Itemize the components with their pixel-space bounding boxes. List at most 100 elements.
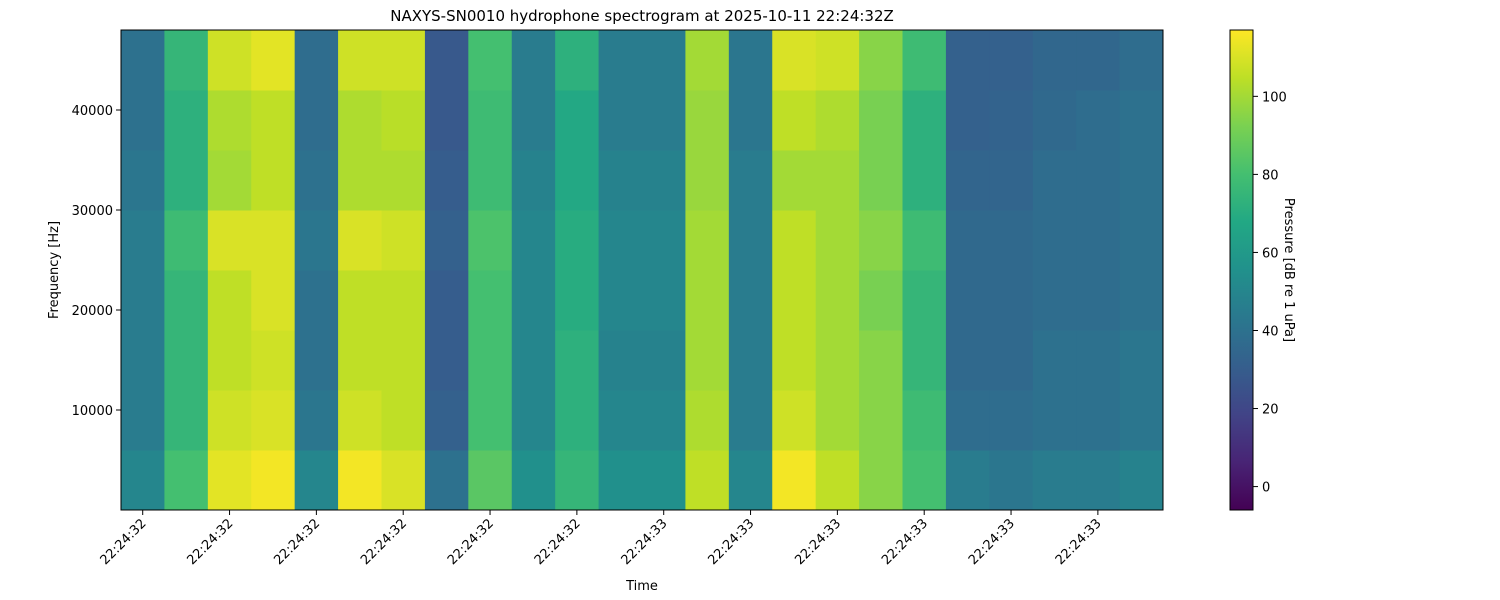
heatmap-cell xyxy=(685,150,730,211)
heatmap-cell xyxy=(1032,210,1077,271)
heatmap-cell xyxy=(338,210,382,271)
heatmap-cell xyxy=(902,210,947,271)
heatmap-cell xyxy=(251,210,296,271)
heatmap-cell xyxy=(815,90,860,151)
heatmap-cell xyxy=(1119,330,1164,391)
heatmap-cell xyxy=(468,30,513,91)
heatmap-cell xyxy=(294,450,339,511)
heatmap-cell xyxy=(511,450,556,511)
heatmap-cell xyxy=(511,90,556,151)
heatmap-cell xyxy=(424,150,469,211)
heatmap-cell xyxy=(511,330,556,391)
heatmap-cell xyxy=(1032,330,1077,391)
y-tick-label: 40000 xyxy=(72,104,113,119)
heatmap-cell xyxy=(989,90,1034,151)
heatmap-cell xyxy=(424,390,469,451)
heatmap-cell xyxy=(989,150,1034,211)
heatmap-cell xyxy=(685,30,730,91)
heatmap-cell xyxy=(121,270,165,331)
colorbar-tick-label: 0 xyxy=(1262,481,1270,496)
heatmap-cell xyxy=(555,450,600,511)
heatmap-cell xyxy=(207,390,252,451)
heatmap-cell xyxy=(859,330,903,391)
colorbar-tick-label: 20 xyxy=(1262,403,1279,418)
colorbar-tick-label: 60 xyxy=(1262,246,1279,261)
heatmap-cell xyxy=(772,30,817,91)
heatmap-cell xyxy=(294,90,339,151)
heatmap-cell xyxy=(468,390,513,451)
colorbar-tick-label: 80 xyxy=(1262,168,1279,183)
heatmap-cell xyxy=(902,270,947,331)
heatmap-cell xyxy=(642,90,686,151)
heatmap-cell xyxy=(642,270,686,331)
heatmap-cell xyxy=(728,90,773,151)
heatmap-cell xyxy=(511,30,556,91)
heatmap-cell xyxy=(381,30,426,91)
heatmap-cell xyxy=(685,90,730,151)
heatmap-cell xyxy=(1076,450,1121,511)
heatmap-cell xyxy=(1076,270,1121,331)
heatmap-cell xyxy=(642,450,686,511)
heatmap-cell xyxy=(902,150,947,211)
heatmap-cell xyxy=(207,150,252,211)
x-tick-label: 22:24:33 xyxy=(705,516,757,568)
heatmap-cell xyxy=(598,210,643,271)
heatmap-cell xyxy=(685,390,730,451)
heatmap-cell xyxy=(1032,30,1077,91)
heatmap-cell xyxy=(1076,390,1121,451)
heatmap-cell xyxy=(555,270,600,331)
heatmap-cell xyxy=(424,330,469,391)
heatmap-cell xyxy=(859,150,903,211)
heatmap-cell xyxy=(121,90,165,151)
heatmap-cell xyxy=(989,450,1034,511)
heatmap-cell xyxy=(642,30,686,91)
heatmap-cell xyxy=(815,390,860,451)
heatmap-cell xyxy=(772,330,817,391)
heatmap-cell xyxy=(424,450,469,511)
heatmap-cell xyxy=(511,390,556,451)
heatmap-cell xyxy=(642,210,686,271)
heatmap-cell xyxy=(989,390,1034,451)
heatmap-cell xyxy=(1032,450,1077,511)
heatmap-cell xyxy=(381,330,426,391)
heatmap-cell xyxy=(164,150,209,211)
heatmap-cell xyxy=(381,270,426,331)
heatmap-cell xyxy=(511,210,556,271)
heatmap-cell xyxy=(251,30,296,91)
heatmap-cell xyxy=(121,150,165,211)
heatmap-cell xyxy=(1032,270,1077,331)
heatmap-cell xyxy=(468,330,513,391)
heatmap-cell xyxy=(728,450,773,511)
heatmap-cell xyxy=(338,450,382,511)
heatmap-cell xyxy=(1076,30,1121,91)
heatmap-cell xyxy=(685,270,730,331)
heatmap-cell xyxy=(164,30,209,91)
heatmap-cell xyxy=(642,150,686,211)
heatmap-cell xyxy=(945,450,990,511)
colorbar xyxy=(1229,29,1254,511)
heatmap-cell xyxy=(338,30,382,91)
heatmap-cell xyxy=(598,330,643,391)
heatmap-cell xyxy=(685,330,730,391)
heatmap-cell xyxy=(338,90,382,151)
heatmap-cell xyxy=(164,270,209,331)
heatmap-cell xyxy=(598,270,643,331)
heatmap-cell xyxy=(598,450,643,511)
x-tick-label: 22:24:32 xyxy=(358,516,410,568)
heatmap-cell xyxy=(1032,90,1077,151)
plot-frame xyxy=(120,29,1164,511)
heatmap-cell xyxy=(989,330,1034,391)
heatmap-cell xyxy=(468,450,513,511)
heatmap-cell xyxy=(945,390,990,451)
heatmap-cell xyxy=(251,270,296,331)
heatmap-cell xyxy=(859,210,903,271)
heatmap-cell xyxy=(772,150,817,211)
heatmap-cell xyxy=(945,330,990,391)
heatmap xyxy=(121,30,1164,511)
heatmap-cell xyxy=(815,450,860,511)
heatmap-cell xyxy=(728,330,773,391)
chart-title: NAXYS-SN0010 hydrophone spectrogram at 2… xyxy=(390,7,894,25)
heatmap-cell xyxy=(338,330,382,391)
heatmap-cell xyxy=(902,30,947,91)
